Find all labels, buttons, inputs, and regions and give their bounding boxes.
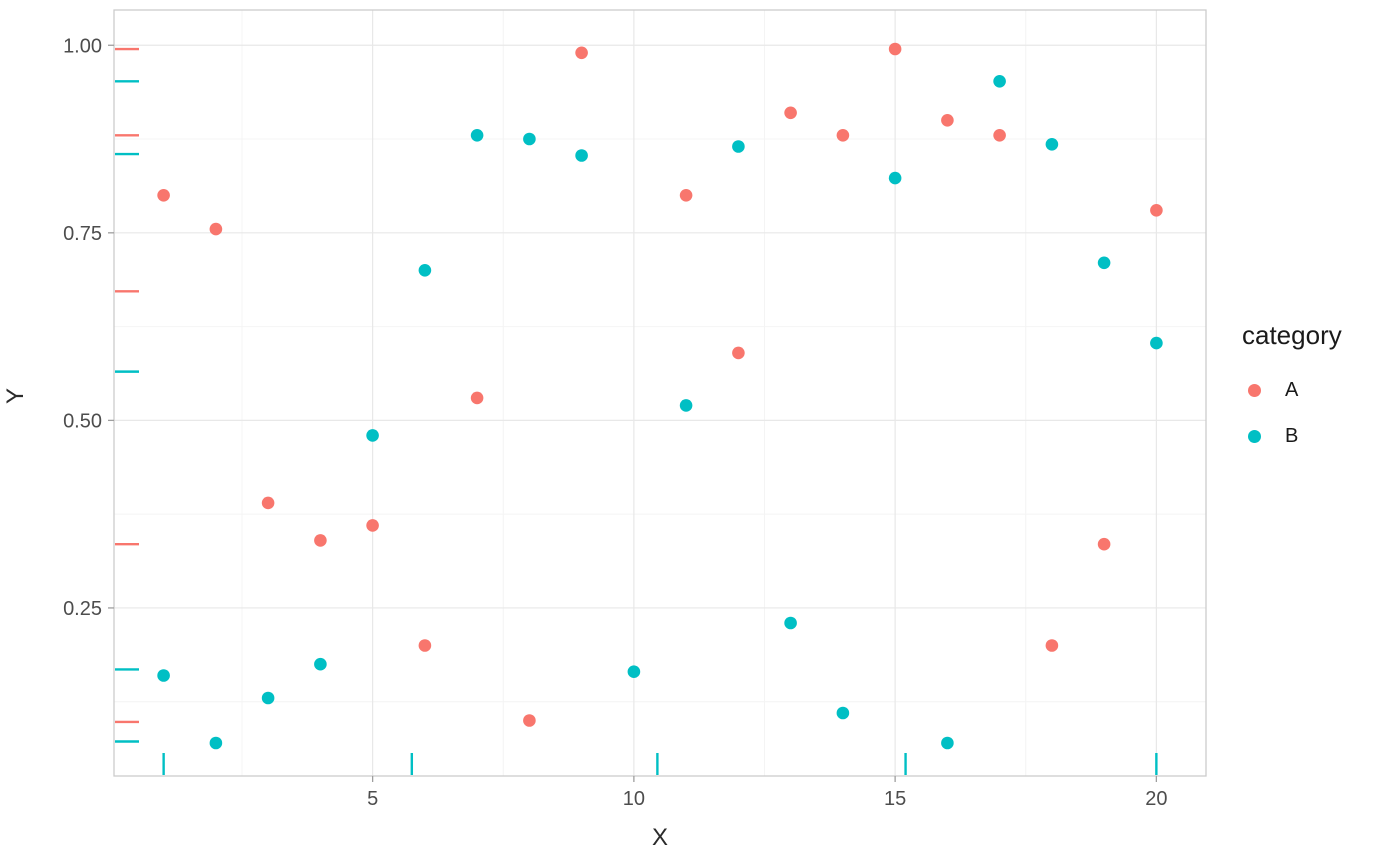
x-tick-label: 5: [367, 788, 378, 810]
data-point-A: [836, 129, 850, 142]
data-point-B: [784, 616, 797, 630]
data-point-B: [261, 691, 275, 705]
data-point-B: [523, 132, 536, 146]
data-point-A: [314, 534, 327, 547]
data-point-A: [993, 129, 1006, 142]
legend-item-b: B: [1240, 413, 1390, 459]
data-point-B: [993, 75, 1006, 88]
y-tick-label: 0.50: [63, 410, 102, 432]
data-point-B: [1045, 138, 1059, 151]
x-tick-label: 10: [623, 788, 645, 810]
data-point-A: [575, 46, 588, 60]
y-tick-label: 1.00: [63, 35, 102, 57]
data-point-A: [1097, 537, 1111, 551]
legend-key-b-dot: [1248, 429, 1261, 443]
data-point-A: [209, 222, 223, 236]
data-point-A: [784, 106, 797, 120]
data-point-A: [523, 714, 536, 727]
legend-item-a: A: [1240, 367, 1390, 413]
data-point-B: [941, 736, 954, 750]
data-point-B: [418, 264, 432, 277]
x-tick-label: 15: [884, 788, 906, 810]
data-point-A: [679, 189, 693, 202]
y-tick-label: 0.75: [63, 223, 102, 245]
data-point-A: [470, 391, 484, 405]
legend-key-a-dot: [1248, 383, 1261, 397]
legend-label-a: A: [1285, 378, 1299, 401]
legend: category A B: [1240, 320, 1390, 459]
data-point-B: [209, 736, 223, 750]
data-point-A: [366, 519, 379, 532]
data-point-A: [1045, 639, 1059, 652]
data-point-A: [418, 639, 432, 652]
x-axis-title: X: [651, 824, 668, 851]
data-point-B: [470, 129, 484, 142]
data-point-A: [732, 346, 745, 360]
data-point-B: [627, 665, 641, 678]
data-point-B: [157, 669, 170, 682]
data-point-B: [732, 140, 745, 153]
data-point-A: [941, 114, 954, 127]
data-point-B: [314, 657, 327, 671]
data-point-B: [1150, 336, 1163, 350]
legend-label-b: B: [1285, 424, 1299, 447]
legend-title: category: [1242, 320, 1342, 350]
data-point-A: [261, 496, 275, 510]
data-point-B: [1097, 256, 1111, 270]
data-point-B: [679, 399, 693, 412]
data-point-A: [1150, 204, 1163, 217]
data-point-B: [836, 706, 850, 720]
y-axis-title: Y: [2, 387, 30, 405]
x-tick-label: 20: [1145, 788, 1167, 810]
data-point-B: [366, 429, 379, 442]
panel-border: [113, 9, 1207, 777]
y-tick-label: 0.25: [63, 598, 102, 620]
data-point-A: [157, 189, 170, 202]
data-point-B: [888, 171, 902, 185]
data-point-B: [575, 149, 588, 162]
data-point-A: [888, 42, 902, 56]
